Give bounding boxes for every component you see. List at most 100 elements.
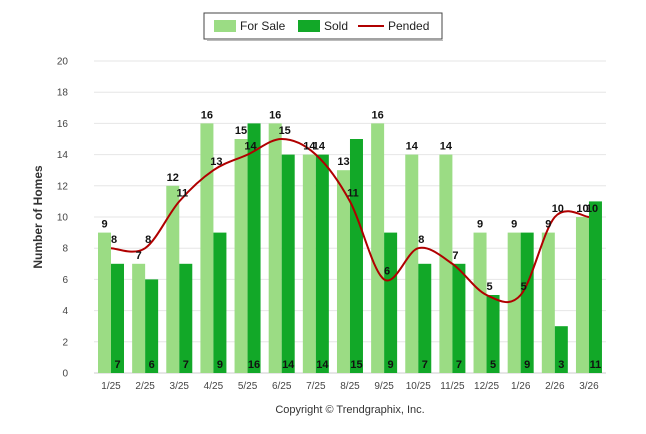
- data-labels: 9787681271116913151614161415141414131511…: [101, 109, 601, 371]
- legend-shadow: [207, 40, 443, 41]
- pended-line: [110, 137, 590, 304]
- x-axis-ticks: 1/25 2/25 3/25 4/25 5/25 6/25 7/25 8/25 9/25 10/2…: [101, 381, 599, 392]
- y-tick-label: 10: [57, 213, 69, 224]
- label-for-sale: 14: [303, 141, 316, 153]
- bar-for-sale: [98, 232, 111, 373]
- label-sold: 7: [456, 359, 462, 371]
- label-pended: 5: [521, 281, 527, 293]
- x-tick-label: 5/25: [238, 381, 258, 392]
- bar-sold: [247, 123, 261, 374]
- label-pended: 10: [552, 203, 564, 215]
- label-sold: 6: [149, 359, 155, 371]
- x-tick-label: 10/25: [406, 381, 431, 392]
- bar-sold: [281, 154, 295, 373]
- legend-box: [203, 12, 443, 40]
- label-for-sale: 7: [136, 250, 142, 262]
- legend-swatch-for-sale: [214, 20, 236, 32]
- y-tick-label: 6: [62, 275, 68, 286]
- label-pended: 5: [486, 281, 492, 293]
- legend-label-sold: Sold: [324, 19, 348, 33]
- label-sold: 7: [183, 359, 189, 371]
- y-tick-label: 2: [62, 337, 68, 348]
- bar-for-sale: [268, 123, 282, 374]
- label-pended: 15: [279, 125, 291, 137]
- bar-sold: [315, 154, 329, 373]
- label-pended: 8: [418, 234, 424, 246]
- label-sold: 15: [350, 359, 362, 371]
- label-pended: 14: [244, 141, 257, 153]
- legend-swatch-sold: [298, 20, 320, 32]
- bar-for-sale: [405, 154, 419, 373]
- bar-sold: [349, 139, 363, 373]
- x-tick-label: 1/26: [511, 381, 531, 392]
- label-for-sale: 9: [477, 219, 483, 231]
- label-for-sale: 15: [235, 125, 247, 137]
- y-tick-label: 14: [57, 150, 69, 161]
- label-pended: 6: [384, 265, 390, 277]
- label-for-sale: 9: [511, 219, 517, 231]
- label-for-sale: 14: [406, 141, 419, 153]
- bar-sold: [554, 326, 568, 373]
- y-axis-label: Number of Homes: [31, 165, 45, 269]
- y-tick-label: 18: [57, 88, 69, 99]
- label-for-sale: 13: [337, 156, 349, 168]
- legend-label-for-sale: For Sale: [240, 19, 286, 33]
- label-sold: 7: [114, 359, 120, 371]
- bar-for-sale: [302, 154, 316, 373]
- label-sold: 14: [282, 359, 295, 371]
- label-for-sale: 16: [371, 109, 383, 121]
- label-sold: 11: [590, 359, 602, 371]
- label-sold: 9: [217, 359, 223, 371]
- bar-for-sale: [473, 232, 487, 373]
- bar-sold: [588, 201, 602, 373]
- legend-label-pended: Pended: [388, 19, 429, 33]
- y-tick-label: 8: [62, 244, 68, 255]
- y-axis-ticks: 0 2 4 6 8 10 12 14 16 18 20: [57, 57, 69, 380]
- y-tick-label: 12: [57, 181, 69, 192]
- x-tick-label: 7/25: [306, 381, 326, 392]
- x-tick-label: 2/25: [135, 381, 155, 392]
- bar-sold: [452, 263, 466, 373]
- x-tick-label: 11/25: [440, 381, 465, 392]
- x-tick-label: 6/25: [272, 381, 292, 392]
- bar-for-sale: [575, 217, 589, 373]
- bar-for-sale: [541, 232, 555, 373]
- bar-sold: [384, 232, 398, 373]
- x-tick-label: 9/25: [374, 381, 394, 392]
- label-for-sale: 9: [101, 219, 107, 231]
- bar-for-sale: [166, 185, 180, 373]
- bar-for-sale: [439, 154, 453, 373]
- x-tick-label: 12/25: [474, 381, 499, 392]
- y-tick-label: 20: [57, 57, 69, 68]
- label-pended: 11: [176, 187, 188, 199]
- bar-sold: [520, 232, 534, 373]
- label-sold: 5: [490, 359, 496, 371]
- label-pended: 8: [145, 234, 151, 246]
- label-sold: 9: [524, 359, 530, 371]
- x-tick-label: 8/25: [340, 381, 360, 392]
- bar-for-sale: [371, 123, 385, 374]
- x-tick-label: 1/25: [101, 381, 121, 392]
- label-pended: 11: [347, 187, 359, 199]
- label-for-sale: 10: [576, 203, 588, 215]
- label-sold: 7: [422, 359, 428, 371]
- y-tick-label: 16: [57, 119, 69, 130]
- x-tick-label: 4/25: [204, 381, 224, 392]
- pended-series-line: [110, 137, 590, 304]
- copyright-text: Copyright © Trendgraphix, Inc.: [275, 404, 424, 416]
- label-for-sale: 16: [269, 109, 281, 121]
- bar-for-sale: [132, 263, 146, 373]
- bar-sold: [213, 232, 227, 373]
- bar-sold: [145, 279, 159, 373]
- bar-for-sale: [200, 123, 214, 374]
- label-sold: 3: [558, 359, 564, 371]
- label-sold: 16: [248, 359, 260, 371]
- label-for-sale: 16: [201, 109, 213, 121]
- bar-sold: [111, 263, 124, 373]
- label-for-sale: 14: [440, 141, 453, 153]
- x-tick-label: 3/25: [170, 381, 190, 392]
- bar-for-sale: [234, 139, 248, 373]
- bar-sold: [418, 263, 432, 373]
- label-pended: 7: [452, 250, 458, 262]
